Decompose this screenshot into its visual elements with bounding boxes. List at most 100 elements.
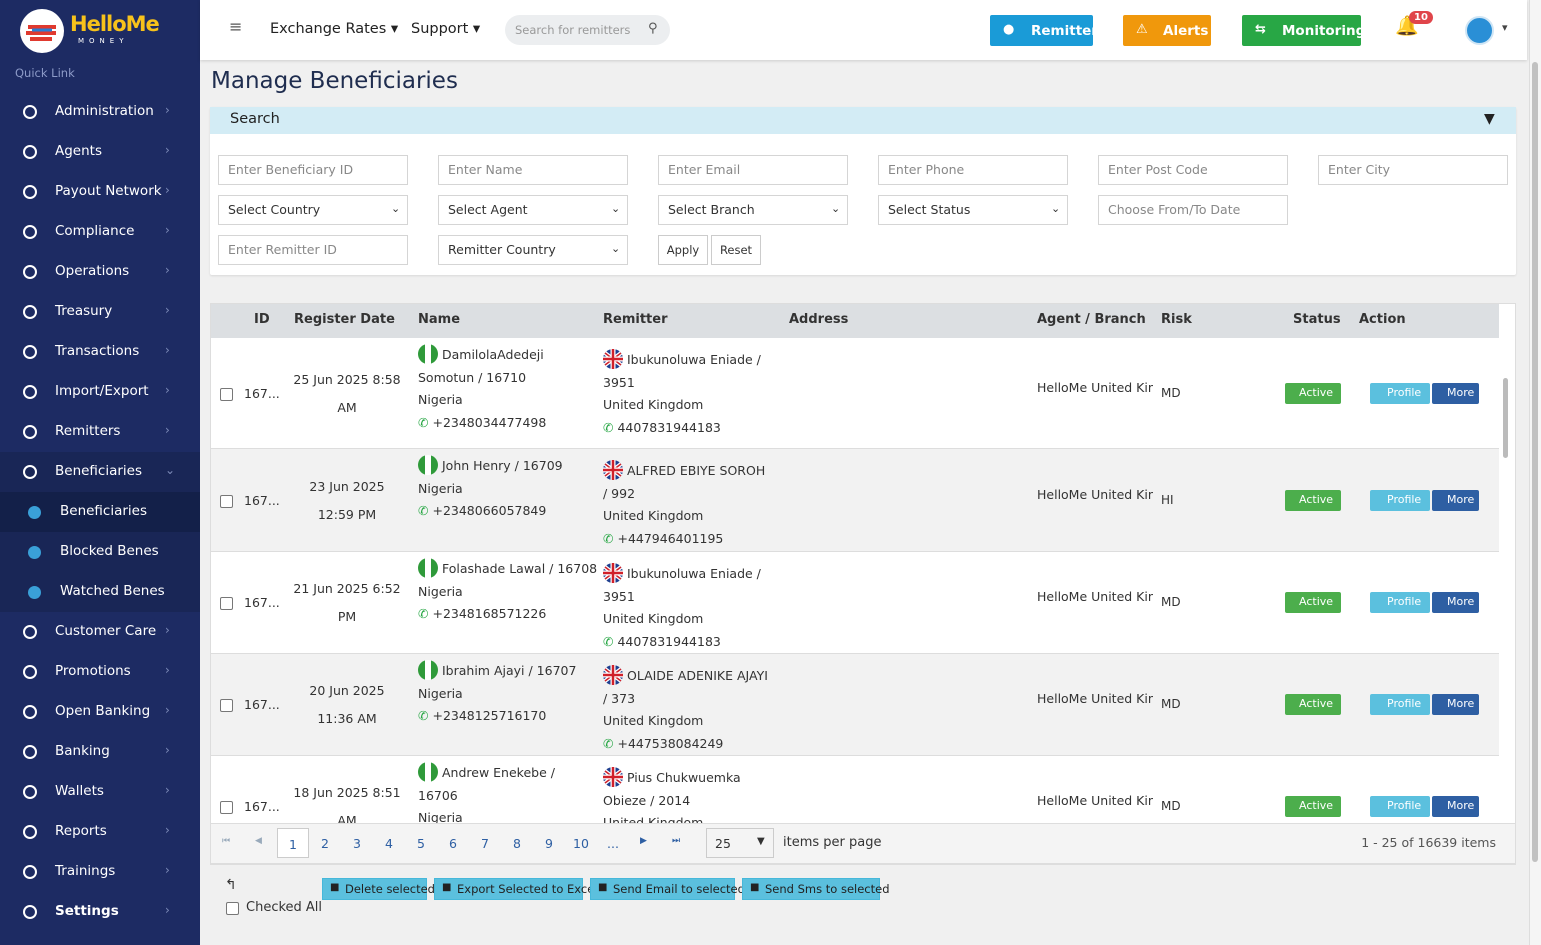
- check-all-label: Checked All: [246, 900, 323, 915]
- page-size[interactable]: 25 ▼: [706, 828, 774, 858]
- more-button[interactable]: More: [1432, 694, 1479, 715]
- pager-nav[interactable]: ⏮: [222, 836, 231, 846]
- menu-icon: [23, 785, 37, 799]
- profile-button[interactable]: Profile: [1370, 382, 1430, 404]
- risk: HI: [1161, 492, 1174, 507]
- more-button[interactable]: More: [1432, 592, 1479, 613]
- menu-item[interactable]: Trainings: [55, 863, 116, 879]
- menu-icon: [23, 385, 37, 399]
- menu-item[interactable]: Beneficiaries: [55, 463, 143, 479]
- page-link[interactable]: 4: [385, 836, 393, 851]
- pager-nav[interactable]: ◀: [255, 836, 262, 846]
- menu-item[interactable]: Import/Export: [55, 383, 149, 399]
- column-header: ID: [254, 312, 270, 327]
- menu-icon: [23, 225, 37, 239]
- row-checkbox[interactable]: [220, 387, 233, 401]
- table-row: 167... 21 Jun 2025 6:52 PM Folashade Lawa…: [211, 552, 1499, 654]
- menu-item[interactable]: Settings: [55, 903, 119, 919]
- menu-item[interactable]: Open Banking: [55, 703, 151, 719]
- submenu-item[interactable]: Beneficiaries: [60, 503, 148, 519]
- nav-item[interactable]: Exchange Rates ▾: [270, 21, 399, 37]
- menu-item[interactable]: Promotions: [55, 663, 131, 679]
- filter-input[interactable]: Enter Phone: [878, 155, 1068, 185]
- filter-input[interactable]: Enter City: [1318, 155, 1508, 185]
- more-button[interactable]: More: [1432, 796, 1479, 817]
- filter-input[interactable]: Enter Name: [438, 155, 628, 185]
- bulk-button[interactable]: ■ Send Sms to selected: [742, 878, 890, 900]
- table-body: 167... 25 Jun 2025 8:58 AM DamilolaAdedej…: [211, 338, 1499, 823]
- remitter-name: Ibukunoluwa Eniade / 3951: [603, 566, 761, 604]
- menu-toggle[interactable]: ≡: [229, 17, 243, 36]
- menu-item[interactable]: Customer Care: [55, 623, 157, 639]
- menu-item[interactable]: Administration: [55, 103, 154, 119]
- filter-button[interactable]: Reset: [711, 235, 761, 265]
- bulk-button[interactable]: ■ Delete selected: [322, 878, 435, 900]
- more-button[interactable]: More: [1432, 382, 1479, 404]
- row-checkbox[interactable]: [220, 801, 233, 814]
- remitter-phone: +447538084249: [617, 735, 724, 751]
- page-link[interactable]: 7: [481, 836, 489, 851]
- menu-item[interactable]: Payout Network: [55, 183, 162, 199]
- filter-select[interactable]: Remitter Country ⌄: [438, 235, 628, 265]
- menu-chevron: ›: [165, 263, 170, 277]
- search-toggle[interactable]: ▼: [1484, 111, 1495, 127]
- page-link[interactable]: 6: [449, 836, 457, 851]
- profile-button[interactable]: Profile: [1370, 489, 1430, 511]
- search-box[interactable]: Search for remitters, de ⚲: [505, 15, 670, 45]
- filter-input[interactable]: Enter Remitter ID: [218, 235, 408, 265]
- remitter-cell: ALFRED EBIYE SOROH / 992 United Kingdom ✆ …: [603, 460, 773, 550]
- menu-item[interactable]: Treasury: [55, 303, 113, 319]
- nav-item[interactable]: Support ▾: [411, 21, 481, 37]
- submenu-item[interactable]: Blocked Benes: [60, 543, 159, 559]
- row-checkbox[interactable]: [220, 699, 233, 712]
- page-link[interactable]: 10: [573, 836, 589, 851]
- menu-item[interactable]: Agents: [55, 143, 102, 159]
- profile-button[interactable]: Profile: [1370, 694, 1430, 715]
- page-link[interactable]: 2: [321, 836, 329, 851]
- menu-item[interactable]: Wallets: [55, 783, 104, 799]
- page-link[interactable]: 5: [417, 836, 425, 851]
- select-caret: ▼: [757, 836, 765, 847]
- menu-item[interactable]: Transactions: [55, 343, 140, 359]
- menu-chevron: ›: [165, 103, 170, 117]
- avatar[interactable]: [1465, 16, 1494, 45]
- filter-select[interactable]: Select Status ⌄: [878, 195, 1068, 225]
- menu-item[interactable]: Reports: [55, 823, 107, 839]
- menu-item[interactable]: Banking: [55, 743, 110, 759]
- pager-nav[interactable]: ⏭: [672, 836, 681, 846]
- submenu-item[interactable]: Watched Benes: [60, 583, 165, 599]
- bulk-button[interactable]: ■ Send Email to selected: [590, 878, 745, 900]
- table-row: 167... 20 Jun 2025 11:36 AM Ibrahim Ajayi…: [211, 654, 1499, 756]
- agent-branch: HelloMe United King: [1037, 486, 1153, 502]
- menu-item[interactable]: Compliance: [55, 223, 135, 239]
- menu-item[interactable]: Operations: [55, 263, 130, 279]
- more-button[interactable]: More: [1432, 489, 1479, 511]
- filter-input[interactable]: Enter Post Code: [1098, 155, 1288, 185]
- top-button[interactable]: ⇆ Monitoring: [1242, 15, 1365, 46]
- filter-select[interactable]: Select Agent ⌄: [438, 195, 628, 225]
- menu-item[interactable]: Remitters: [55, 423, 121, 439]
- page-link[interactable]: 8: [513, 836, 521, 851]
- filter-input[interactable]: Enter Beneficiary ID: [218, 155, 408, 185]
- row-checkbox[interactable]: [220, 494, 233, 508]
- page-link[interactable]: ...: [607, 836, 619, 851]
- filter-input[interactable]: Enter Email: [658, 155, 848, 185]
- top-button[interactable]: ⚠ Alerts: [1123, 15, 1211, 46]
- remitter-phone: +447946401195: [617, 530, 724, 546]
- top-button[interactable]: ● Remitter: [990, 15, 1098, 46]
- column-header: Register Date: [294, 312, 395, 327]
- pager-nav[interactable]: ▶: [640, 836, 647, 846]
- filter-input[interactable]: Choose From/To Date: [1098, 195, 1288, 225]
- beneficiary-name: DamilolaAdedeji Somotun / 16710: [418, 347, 544, 385]
- profile-button[interactable]: Profile: [1370, 592, 1430, 613]
- filter-button[interactable]: Apply: [658, 235, 708, 265]
- check-all-box[interactable]: [226, 902, 239, 915]
- page-link[interactable]: 9: [545, 836, 553, 851]
- bulk-button[interactable]: ■ Export Selected to Excel: [434, 878, 597, 900]
- page-link[interactable]: 3: [353, 836, 361, 851]
- filter-select[interactable]: Select Branch ⌄: [658, 195, 848, 225]
- profile-button[interactable]: Profile: [1370, 796, 1430, 817]
- filter-select[interactable]: Select Country ⌄: [218, 195, 408, 225]
- row-checkbox[interactable]: [220, 597, 233, 610]
- page-link[interactable]: 1: [277, 828, 309, 858]
